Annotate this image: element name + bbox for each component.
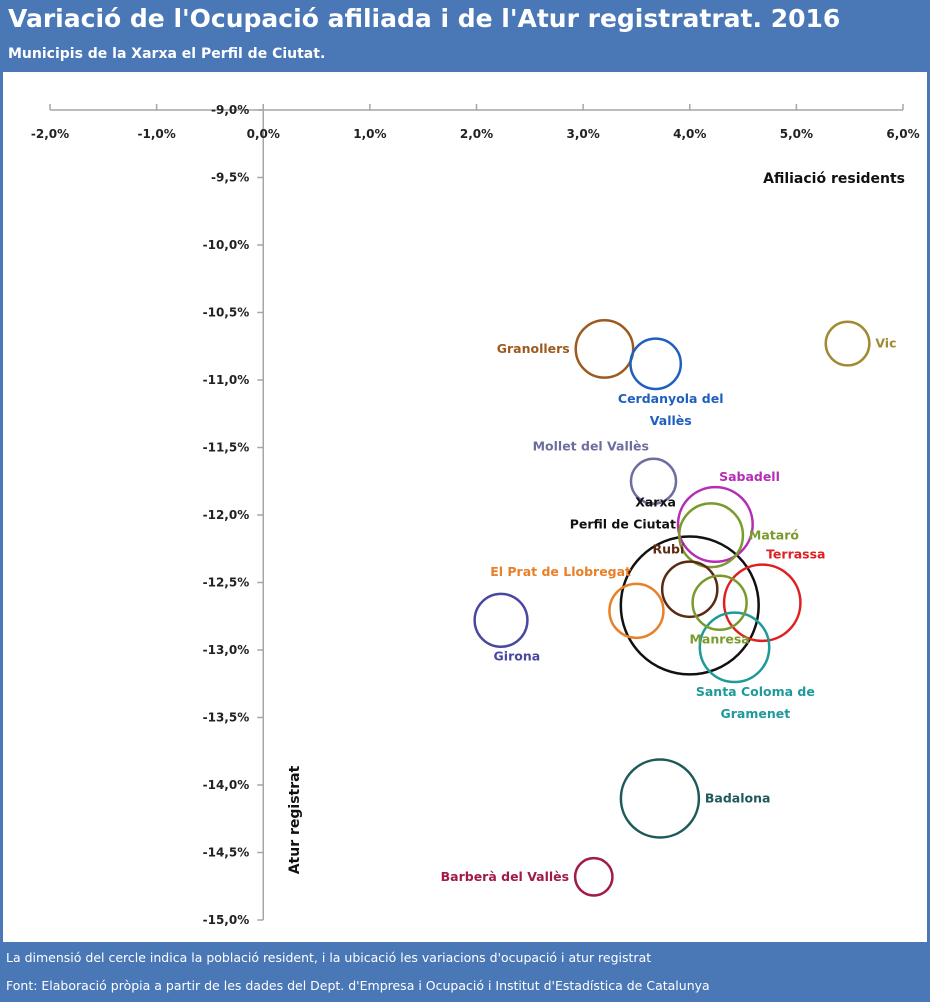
y-tick-label: -11,0% bbox=[203, 373, 250, 387]
bubble-vic bbox=[824, 320, 871, 367]
x-tick-label: 1,0% bbox=[353, 127, 386, 141]
x-tick-label: 2,0% bbox=[460, 127, 493, 141]
bubble-santa-coloma-de-gramenet bbox=[698, 611, 771, 684]
label-xarxa-perfil-de-ciutat: Perfil de Ciutat bbox=[570, 517, 676, 532]
y-tick-label: -10,0% bbox=[203, 238, 250, 252]
y-tick-label: -14,0% bbox=[203, 778, 250, 792]
bubble-cerdanyola-del-valles bbox=[629, 337, 683, 391]
label-xarxa-perfil-de-ciutat: Xarxa bbox=[635, 495, 676, 510]
label-vic: Vic bbox=[875, 336, 896, 351]
bubble-terrassa bbox=[722, 563, 802, 643]
label-terrassa: Terrassa bbox=[766, 547, 825, 562]
bubble-sabadell bbox=[676, 485, 754, 564]
label-manresa: Manresa bbox=[689, 632, 749, 647]
bubble-mollet-del-valles bbox=[629, 457, 678, 506]
bubble-girona bbox=[473, 592, 529, 648]
label-cerdanyola-del-valles: Vallès bbox=[650, 413, 692, 428]
y-tick-label: -12,0% bbox=[203, 508, 250, 522]
label-girona: Girona bbox=[494, 649, 541, 664]
label-rubi: Rubí bbox=[652, 542, 684, 557]
bubble-xarxa-perfil-de-ciutat bbox=[619, 535, 760, 676]
label-mollet-del-valles: Mollet del Vallès bbox=[533, 439, 649, 454]
y-tick-label: -13,5% bbox=[203, 711, 250, 725]
label-sabadell: Sabadell bbox=[719, 469, 780, 484]
left-border bbox=[0, 72, 3, 942]
chart-footer: La dimensió del cercle indica la poblaci… bbox=[0, 942, 930, 1002]
chart-header: Variació de l'Ocupació afiliada i de l'A… bbox=[0, 0, 930, 72]
y-tick-label: -15,0% bbox=[203, 913, 250, 927]
y-tick-label: -11,5% bbox=[203, 441, 250, 455]
chart-subtitle: Municipis de la Xarxa el Perfil de Ciuta… bbox=[8, 46, 326, 62]
chart-title: Variació de l'Ocupació afiliada i de l'A… bbox=[8, 4, 841, 33]
x-axis-title: Afiliació residents bbox=[763, 171, 905, 187]
y-axis-title: Atur registrat bbox=[287, 765, 303, 874]
y-tick-label: -14,5% bbox=[203, 846, 250, 860]
label-santa-coloma-de-gramenet: Gramenet bbox=[720, 706, 790, 721]
y-tick-label: -13,0% bbox=[203, 643, 250, 657]
bubble-mataro bbox=[677, 502, 745, 569]
y-tick-label: -10,5% bbox=[203, 306, 250, 320]
label-badalona: Badalona bbox=[705, 791, 771, 806]
label-el-prat-de-llobregat: El Prat de Llobregat bbox=[490, 564, 631, 579]
y-tick-label: -12,5% bbox=[203, 576, 250, 590]
x-tick-label: -1,0% bbox=[137, 127, 175, 141]
bubble-el-prat-de-llobregat bbox=[608, 582, 665, 640]
bubble-manresa bbox=[691, 574, 748, 631]
label-mataro: Mataró bbox=[749, 527, 799, 542]
y-tick-label: -9,5% bbox=[211, 171, 249, 185]
bubble-badalona bbox=[619, 758, 701, 839]
bubble-barbera-del-valles bbox=[573, 856, 614, 897]
right-border bbox=[927, 72, 930, 942]
y-tick-label: -9,0% bbox=[211, 103, 249, 117]
label-barbera-del-valles: Barberà del Vallès bbox=[441, 869, 569, 884]
x-tick-label: 0,0% bbox=[247, 127, 280, 141]
x-tick-label: 4,0% bbox=[673, 127, 706, 141]
label-santa-coloma-de-gramenet: Santa Coloma de bbox=[696, 684, 815, 699]
bubble-granollers bbox=[574, 318, 635, 379]
bubble-rubi bbox=[660, 560, 719, 619]
x-tick-label: -2,0% bbox=[31, 127, 69, 141]
footer-source: Font: Elaboració pròpia a partir de les … bbox=[6, 978, 710, 993]
x-tick-label: 3,0% bbox=[566, 127, 599, 141]
x-tick-label: 5,0% bbox=[780, 127, 813, 141]
x-tick-label: 6,0% bbox=[886, 127, 919, 141]
label-granollers: Granollers bbox=[497, 341, 570, 356]
label-cerdanyola-del-valles: Cerdanyola del bbox=[618, 391, 724, 406]
footer-note: La dimensió del cercle indica la poblaci… bbox=[6, 950, 652, 965]
